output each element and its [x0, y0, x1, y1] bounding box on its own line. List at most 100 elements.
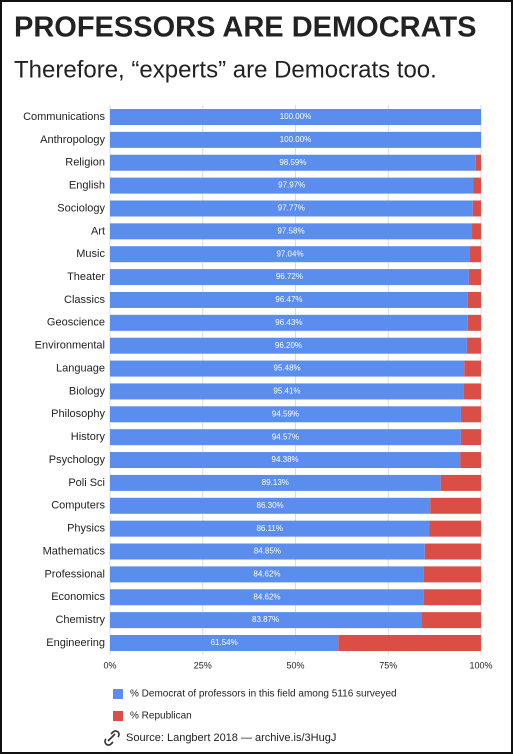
bar-segment: [423, 589, 481, 606]
bar-segment: [110, 246, 471, 263]
bar-segment: [110, 635, 339, 651]
y-tick-label: Environmental: [35, 340, 105, 352]
value-label: 97.97%: [278, 181, 305, 190]
bar-segment: [472, 223, 481, 240]
bar-segment: [110, 314, 468, 331]
value-label: 83.87%: [252, 615, 279, 624]
y-tick-label: Theater: [67, 271, 105, 283]
y-tick-label: Poli Sci: [68, 477, 105, 489]
value-label: 100.00%: [280, 135, 312, 144]
bar-segment: [110, 543, 425, 560]
y-tick-label: Language: [56, 362, 105, 374]
bar-segment: [110, 520, 430, 537]
bar-segment: [466, 337, 481, 354]
bar-segment: [473, 177, 481, 194]
legend-swatch: [113, 689, 123, 699]
value-label: 94.59%: [272, 409, 299, 418]
y-tick-label: Computers: [51, 500, 105, 512]
value-label: 94.57%: [272, 432, 299, 441]
legend-label: % Republican: [130, 711, 192, 722]
bar-segment: [475, 154, 481, 171]
legend-label: % Democrat of professors in this field a…: [130, 689, 397, 700]
bar-segment: [467, 314, 481, 331]
chart-subtitle: Therefore, “experts” are Democrats too.: [14, 56, 437, 83]
bar-segment: [110, 612, 422, 629]
bar-segment: [110, 131, 481, 148]
source: Source: Langbert 2018 — archive.is/3HugJ: [126, 732, 336, 744]
y-tick-label: Philosophy: [51, 408, 105, 420]
x-tick-label: 75%: [379, 660, 397, 670]
y-tick-label: Professional: [44, 568, 105, 580]
bar-segment: [110, 337, 467, 354]
bar-segment: [464, 360, 481, 377]
bar-segment: [470, 246, 481, 263]
y-tick-label: Engineering: [46, 637, 105, 649]
value-label: 84.85%: [254, 547, 281, 556]
legend-swatch: [113, 711, 123, 721]
value-label: 96.43%: [275, 318, 302, 327]
y-tick-label: History: [71, 431, 106, 443]
bar-segment: [110, 406, 461, 423]
value-label: 89.13%: [262, 478, 289, 487]
bar-segment: [338, 635, 481, 651]
bar-segment: [110, 429, 461, 446]
chart-title: PROFESSORS ARE DEMOCRATS: [14, 12, 476, 44]
x-tick-label: 0%: [103, 660, 116, 670]
y-tick-label: Art: [91, 225, 105, 237]
y-tick-label: Religion: [65, 157, 105, 169]
bar-segment: [110, 177, 474, 194]
bar-segment: [110, 589, 424, 606]
bar-segment: [424, 543, 481, 560]
bar-segment: [423, 566, 481, 583]
bar-segment: [110, 200, 473, 217]
value-label: 98.59%: [279, 158, 306, 167]
bar-segment: [110, 154, 476, 171]
bar-segment: [460, 452, 481, 469]
bar-segment: [110, 566, 424, 583]
x-tick-label: 100%: [469, 660, 492, 670]
value-label: 100.00%: [280, 112, 312, 121]
bar-segment: [110, 383, 464, 400]
value-label: 84.62%: [253, 592, 280, 601]
y-tick-label: Mathematics: [43, 545, 106, 557]
y-tick-label: Economics: [51, 591, 105, 603]
bar-segment: [110, 474, 441, 491]
value-label: 84.62%: [253, 570, 280, 579]
x-tick-label: 25%: [194, 660, 212, 670]
bar-segment: [468, 269, 481, 286]
value-label: 95.48%: [274, 364, 301, 373]
value-label: 96.47%: [275, 295, 302, 304]
bar-segment: [110, 291, 468, 308]
bar-segment: [463, 383, 481, 400]
bar-segment: [421, 612, 481, 629]
value-label: 86.11%: [256, 524, 283, 533]
y-tick-label: Anthropology: [40, 134, 105, 146]
y-tick-label: Physics: [67, 523, 105, 535]
link-icon: [104, 730, 120, 746]
value-label: 97.58%: [277, 226, 304, 235]
y-tick-label: Sociology: [57, 202, 105, 214]
y-tick-label: Music: [76, 248, 105, 260]
value-label: 86.30%: [257, 501, 284, 510]
bar-segment: [110, 269, 469, 286]
value-label: 95.41%: [273, 387, 300, 396]
bar-segment: [110, 497, 431, 514]
value-label: 96.72%: [276, 272, 303, 281]
y-tick-label: English: [69, 180, 105, 192]
y-tick-label: Chemistry: [55, 614, 105, 626]
bar-segment: [110, 223, 473, 240]
y-tick-label: Classics: [64, 294, 105, 306]
value-label: 94.38%: [272, 455, 299, 464]
value-label: 97.04%: [276, 249, 303, 258]
value-label: 96.20%: [275, 341, 302, 350]
bar-segment: [429, 520, 481, 537]
y-tick-label: Biology: [69, 385, 106, 397]
x-tick-label: 50%: [286, 660, 304, 670]
bar-segment: [430, 497, 481, 514]
bar-segment: [440, 474, 481, 491]
bar-segment: [110, 109, 481, 125]
y-tick-label: Geoscience: [47, 317, 105, 329]
bar-segment: [467, 291, 481, 308]
bar-segment: [110, 452, 461, 469]
